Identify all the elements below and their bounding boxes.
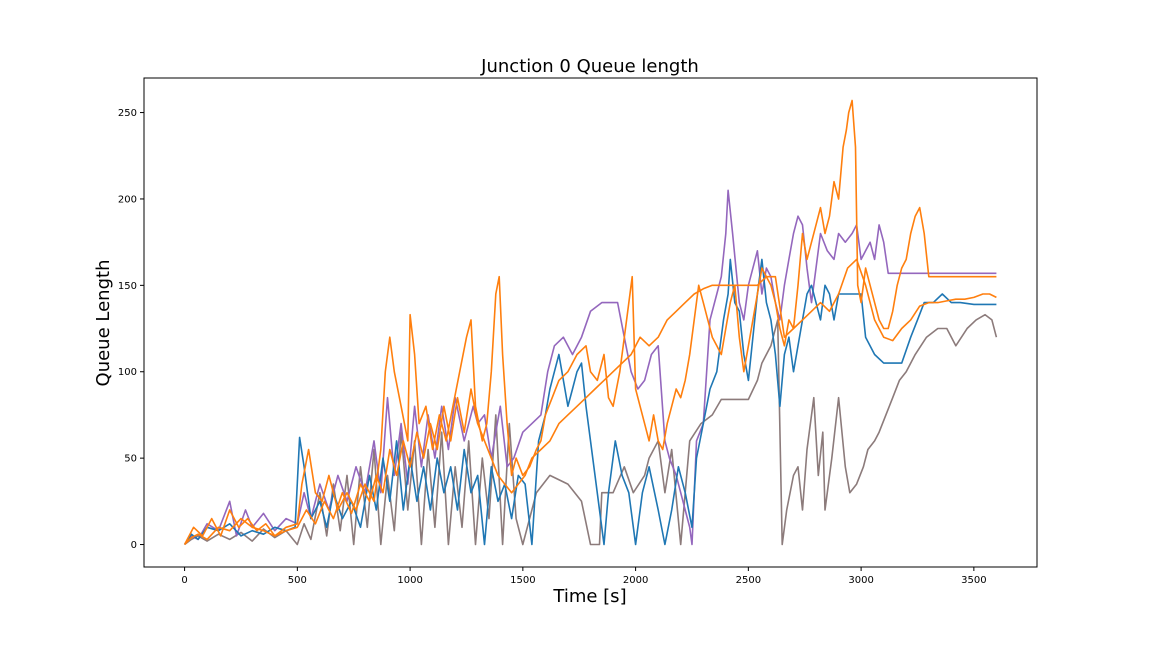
x-tick-label: 2500	[736, 575, 761, 586]
y-tick-label: 100	[118, 367, 137, 378]
x-tick-label: 2000	[623, 575, 648, 586]
y-axis-ticks: 0 50 100 150 200 250	[118, 108, 144, 551]
x-tick-label: 1500	[510, 575, 535, 586]
series-line-1	[184, 313, 998, 546]
y-axis-label: Queue Length	[93, 260, 114, 387]
plot-area-frame	[143, 77, 1038, 568]
y-tick-label: 0	[131, 540, 137, 551]
series-line-4	[184, 99, 997, 546]
series-layer	[183, 99, 998, 546]
x-axis-label: Time [s]	[552, 586, 626, 607]
x-tick-label: 3500	[961, 575, 986, 586]
series-line-5	[183, 258, 997, 545]
y-tick-label: 150	[118, 281, 137, 292]
x-tick-label: 1000	[397, 575, 422, 586]
x-tick-label: 3000	[848, 575, 873, 586]
x-axis-ticks: 0 500 1000 1500 2000 2500 3000 3500	[181, 567, 987, 586]
series-line-2	[183, 189, 997, 546]
chart-title: Junction 0 Queue length	[480, 56, 699, 77]
y-tick-label: 250	[118, 108, 137, 119]
y-tick-label: 50	[124, 454, 137, 465]
y-tick-label: 200	[118, 194, 137, 205]
x-tick-label: 500	[288, 575, 307, 586]
x-tick-label: 0	[181, 575, 187, 586]
